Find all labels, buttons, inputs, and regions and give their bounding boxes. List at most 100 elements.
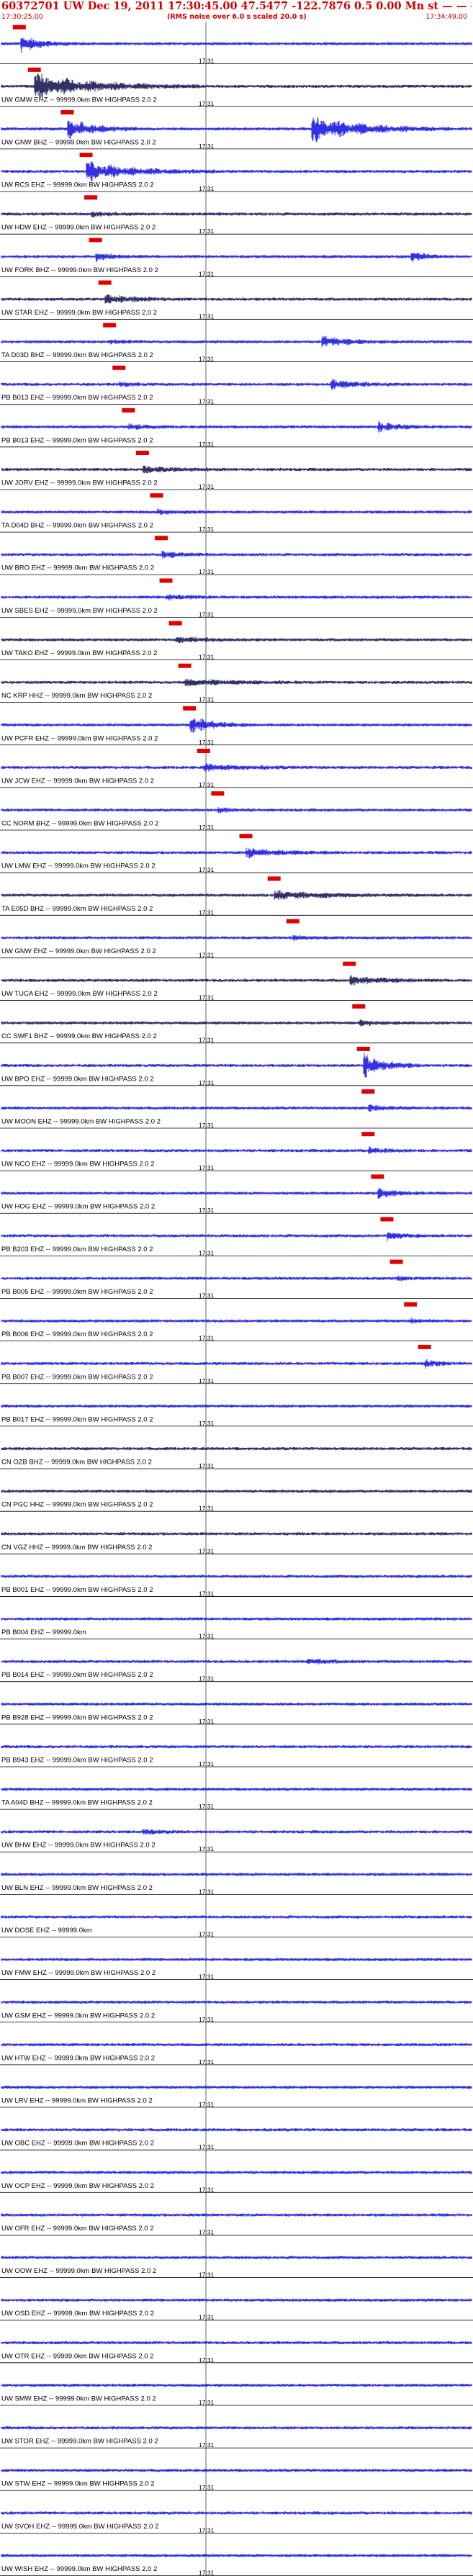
time-tick-label: 17:31 [199, 654, 215, 661]
trace-waveform [1, 294, 472, 304]
trace-label: UW PCFR EHZ -- 99999.0km BW HIGHPASS 2.0… [1, 734, 158, 742]
trace-label: UW JCW EHZ -- 99999.0km BW HIGHPASS 2.0 … [1, 777, 154, 785]
trace-waveform [1, 1829, 472, 1835]
time-tick-label: 17:31 [199, 1292, 215, 1300]
pick-marker [159, 578, 173, 583]
trace-label: TA D03D BHZ -- 99999.0km BW HIGHPASS 2.0… [1, 351, 153, 359]
trace-waveform [1, 1788, 472, 1791]
trace-label: PB B203 EHZ -- 99999.0km BW HIGHPASS 2.0… [1, 1246, 153, 1253]
trace-label: PB B943 EHZ -- 99999.0km BW HIGHPASS 2.0… [1, 1756, 153, 1764]
time-tick-label: 17:31 [199, 2101, 215, 2108]
trace-label: UW OCP EHZ -- 99999.0km BW HIGHPASS 2.0 … [1, 2182, 154, 2190]
trace-label: UW STOR EHZ -- 99999.0km BW HIGHPASS 2.0… [1, 2438, 158, 2446]
pick-marker [112, 365, 126, 370]
time-tick-label: 17:31 [199, 2271, 215, 2279]
time-tick-label: 17:31 [199, 824, 215, 831]
trace-waveform [1, 763, 472, 772]
time-tick-label: 17:31 [199, 2016, 215, 2023]
time-tick-label: 17:31 [199, 185, 215, 192]
time-tick-label: 17:31 [199, 2228, 215, 2235]
trace-waveform [1, 1873, 472, 1876]
trace-label: TA E05D BHZ -- 99999.0km BW HIGHPASS 2.0… [1, 905, 153, 913]
trace-waveform [1, 1447, 472, 1451]
trace-waveform [1, 806, 472, 814]
pick-marker [361, 1132, 375, 1137]
time-tick-label: 17:31 [199, 1079, 215, 1086]
trace-label: UW OTR EHZ -- 99999.0km BW HIGHPASS 2.0 … [1, 2352, 154, 2360]
trace-label: CC NORM BHZ -- 99999.0km BW HIGHPASS 2.0… [1, 820, 158, 828]
pick-marker [103, 323, 117, 328]
trace-label: PB B004 EHZ -- 99999.0km [1, 1629, 86, 1636]
trace-waveform [1, 1019, 472, 1027]
trace-label: UW GSM EHZ -- 99999.0km BW HIGHPASS 2.0 … [1, 2012, 155, 2019]
trace-label: CN OZB BHZ -- 99999.0km BW HIGHPASS 2.0 … [1, 1459, 152, 1467]
trace-label: UW FMW EHZ -- 99999.0km BW HIGHPASS 2.0 … [1, 1969, 156, 1977]
trace-waveform [1, 2511, 472, 2515]
time-tick-label: 17:31 [199, 2058, 215, 2066]
trace-label: UW BHW EHZ -- 99999.0km BW HIGHPASS 2.0 … [1, 1842, 156, 1850]
time-tick-label: 17:31 [199, 1888, 215, 1895]
trace-waveform [1, 1958, 472, 1961]
trace-waveform [1, 1053, 472, 1078]
trace-waveform [1, 1659, 472, 1665]
time-tick-label: 17:31 [199, 1845, 215, 1852]
pick-marker [178, 663, 192, 668]
trace-label: UW SMW EHZ -- 99999.0km BW HIGHPASS 2.0 … [1, 2395, 156, 2402]
trace-waveform [1, 2426, 472, 2430]
pick-marker [343, 961, 356, 966]
trace-waveform [1, 117, 472, 143]
trace-waveform [1, 1359, 472, 1369]
time-tick-label: 17:31 [199, 696, 215, 703]
pick-marker [239, 834, 253, 839]
pick-marker [418, 1344, 431, 1349]
trace-label: PB B005 EHZ -- 99999.0km BW HIGHPASS 2.0… [1, 1288, 153, 1296]
trace-waveform [1, 847, 472, 859]
time-tick-label: 17:31 [199, 2399, 215, 2406]
trace-label: UW TUCA EHZ -- 99999.0km BW HIGHPASS 2.0… [1, 990, 158, 998]
trace-waveform [1, 1915, 472, 1919]
trace-label: UW SVOH EHZ -- 99999.0km BW HIGHPASS 2.0… [1, 2523, 158, 2531]
trace-waveform [1, 2213, 472, 2217]
trace-waveform [1, 2086, 472, 2089]
time-tick-label: 17:31 [199, 1037, 215, 1044]
pick-marker [89, 238, 102, 243]
time-tick-label: 17:31 [199, 1377, 215, 1384]
pick-marker [183, 706, 197, 711]
time-tick-label: 17:31 [199, 1973, 215, 1981]
trace-label: UW OOW EHZ -- 99999.0km BW HIGHPASS 2.0 … [1, 2267, 156, 2275]
trace-waveform [1, 2383, 472, 2387]
time-tick-label: 17:31 [199, 1718, 215, 1725]
time-tick-label: 17:31 [199, 441, 215, 448]
trace-waveform [1, 1617, 472, 1621]
time-tick-label: 17:31 [199, 1249, 215, 1256]
pick-marker [122, 407, 135, 413]
end-time-label: 17:34:49.00 [425, 13, 467, 21]
time-tick-label: 17:31 [199, 1590, 215, 1597]
trace-waveform [1, 508, 472, 515]
time-tick-label: 17:31 [199, 1164, 215, 1171]
time-tick-label: 17:31 [199, 866, 215, 873]
time-tick-label: 17:31 [199, 270, 215, 277]
pick-marker [150, 493, 163, 498]
time-tick-label: 17:31 [199, 1803, 215, 1810]
pick-marker [168, 621, 182, 626]
trace-label: UW BLN EHZ -- 99999.0km BW HIGHPASS 2.0 … [1, 1884, 153, 1892]
trace-label: UW STAR EHZ -- 99999.0km BW HIGHPASS 2.0… [1, 309, 157, 317]
time-tick-label: 17:31 [199, 1335, 215, 1342]
time-tick-label: 17:31 [199, 58, 215, 65]
trace-label: CN PGC HHZ -- 99999.0km BW HIGHPASS 2.0 … [1, 1501, 153, 1509]
time-tick-label: 17:31 [199, 2484, 215, 2491]
time-tick-label: 17:31 [199, 1420, 215, 1427]
pick-marker [389, 1259, 403, 1264]
trace-waveform [1, 1490, 472, 1493]
trace-waveform [1, 2043, 472, 2047]
time-tick-label: 17:31 [199, 483, 215, 490]
plot-title: 60372701 UW Dec 19, 2011 17:30:45.00 47.… [1, 0, 472, 12]
trace-waveform [1, 550, 472, 559]
time-tick-label: 17:31 [199, 611, 215, 618]
trace-label: UW LMW EHZ -- 99999.0km BW HIGHPASS 2.0 … [1, 863, 156, 870]
time-tick-label: 17:31 [199, 1505, 215, 1512]
trace-label: UW WISH EHZ -- 99999.0km BW HIGHPASS 2.0… [1, 2565, 157, 2573]
time-tick-label: 17:31 [199, 781, 215, 788]
trace-label: NC KRP HHZ -- 99999.0km BW HIGHPASS 2.0 … [1, 692, 152, 700]
